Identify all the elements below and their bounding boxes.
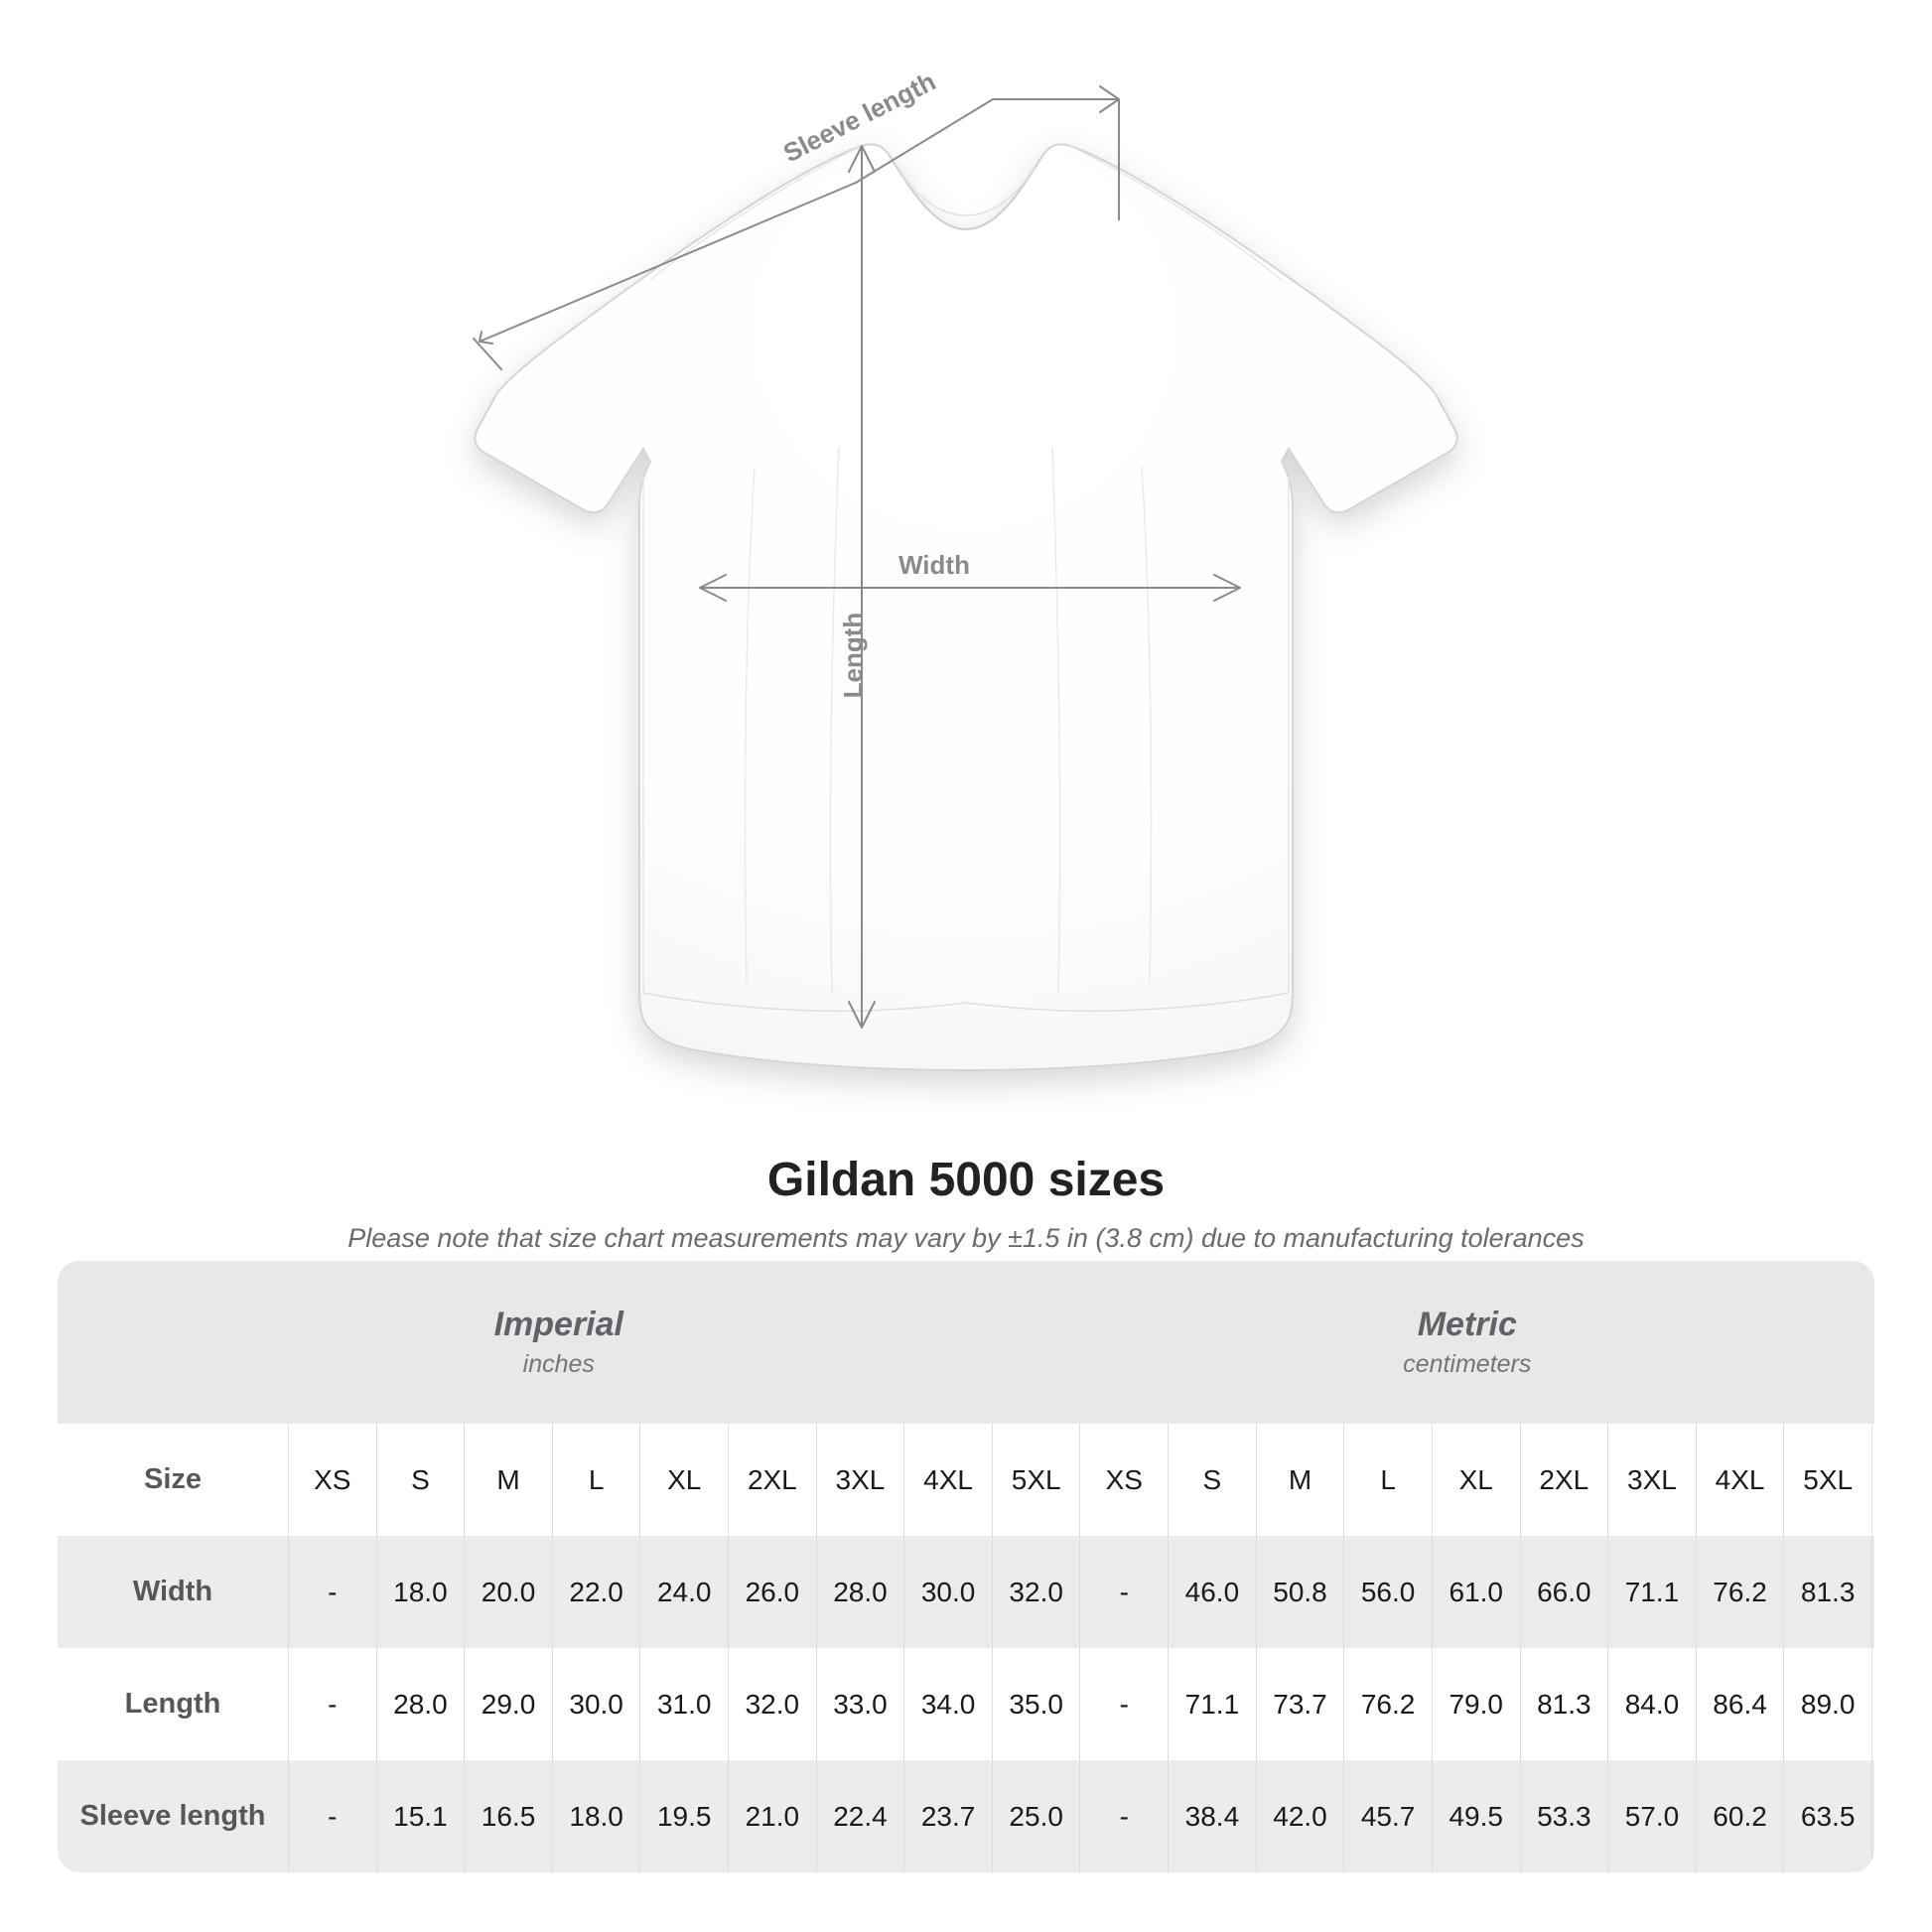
svg-text:Width: Width	[898, 550, 970, 580]
svg-text:Length: Length	[838, 613, 868, 699]
